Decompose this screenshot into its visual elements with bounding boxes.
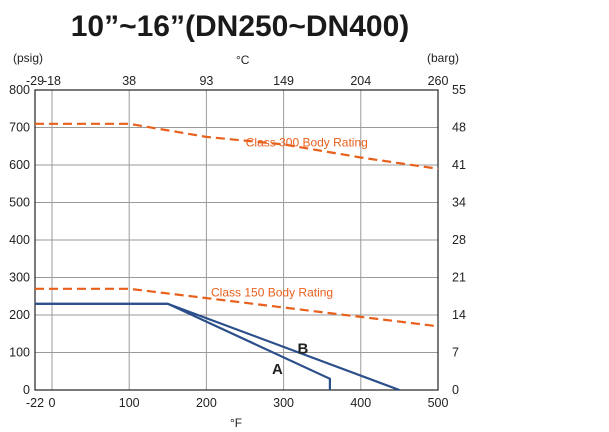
curve-a-label: A — [272, 361, 283, 378]
x-top-tick-label: 38 — [122, 74, 136, 88]
curve-b-label: B — [297, 340, 308, 357]
y-right-tick-label: 7 — [452, 346, 459, 360]
rating-line-class-150 — [35, 287, 439, 328]
x-top-tick-label: 93 — [199, 74, 213, 88]
x-top-tick-label: 204 — [350, 74, 371, 88]
x-bottom-tick-label: 500 — [428, 396, 449, 410]
y-right-tick-label: 34 — [452, 196, 466, 210]
y-right-tick-label: 48 — [452, 121, 466, 135]
x-bottom-tick-label: -22 — [26, 396, 44, 410]
x-top-tick-label: 260 — [428, 74, 449, 88]
rating-line-class-300 — [35, 122, 439, 170]
curve-b — [35, 302, 400, 392]
right-unit-label: (barg) — [427, 51, 459, 65]
x-top-tick-label: 149 — [273, 74, 294, 88]
x-bottom-tick-label: 200 — [196, 396, 217, 410]
y-right-tick-label: 21 — [452, 271, 466, 285]
y-left-tick-label: 400 — [9, 233, 30, 247]
chart-title: 10”~16”(DN250~DN400) — [71, 10, 410, 43]
y-left-tick-label: 800 — [9, 83, 30, 97]
y-right-tick-label: 28 — [452, 233, 466, 247]
y-left-tick-label: 0 — [23, 383, 30, 397]
class-300-label: Class 300 Body Rating — [246, 135, 368, 149]
top-unit-label: °C — [236, 53, 250, 67]
y-left-tick-label: 300 — [9, 271, 30, 285]
series — [35, 122, 439, 392]
y-left-tick-label: 500 — [9, 196, 30, 210]
x-bottom-tick-label: 400 — [350, 396, 371, 410]
x-bottom-tick-label: 100 — [119, 396, 140, 410]
x-bottom-tick-label: 300 — [273, 396, 294, 410]
class-150-label: Class 150 Body Rating — [211, 285, 333, 299]
y-right-tick-label: 55 — [452, 83, 466, 97]
y-left-tick-label: 200 — [9, 308, 30, 322]
x-top-tick-label: -18 — [43, 74, 61, 88]
series-labels: Class 300 Body Rating Class 150 Body Rati… — [211, 135, 368, 378]
x-bottom-tick-label: 0 — [49, 396, 56, 410]
y-right-tick-label: 41 — [452, 158, 466, 172]
y-right-tick-label: 0 — [452, 383, 459, 397]
y-left-tick-label: 700 — [9, 121, 30, 135]
tick-labels: 0 0 100 7 200 14 300 21 400 28 500 34 600 41 700 48 800 5… — [9, 74, 466, 410]
grid — [35, 90, 438, 390]
x-top-tick-label: -29 — [26, 74, 44, 88]
bottom-unit-label: °F — [230, 416, 242, 430]
y-left-tick-label: 600 — [9, 158, 30, 172]
plot-frame — [34, 89, 439, 391]
y-right-tick-label: 14 — [452, 308, 466, 322]
y-left-tick-label: 100 — [9, 346, 30, 360]
left-unit-label: (psig) — [13, 51, 43, 65]
